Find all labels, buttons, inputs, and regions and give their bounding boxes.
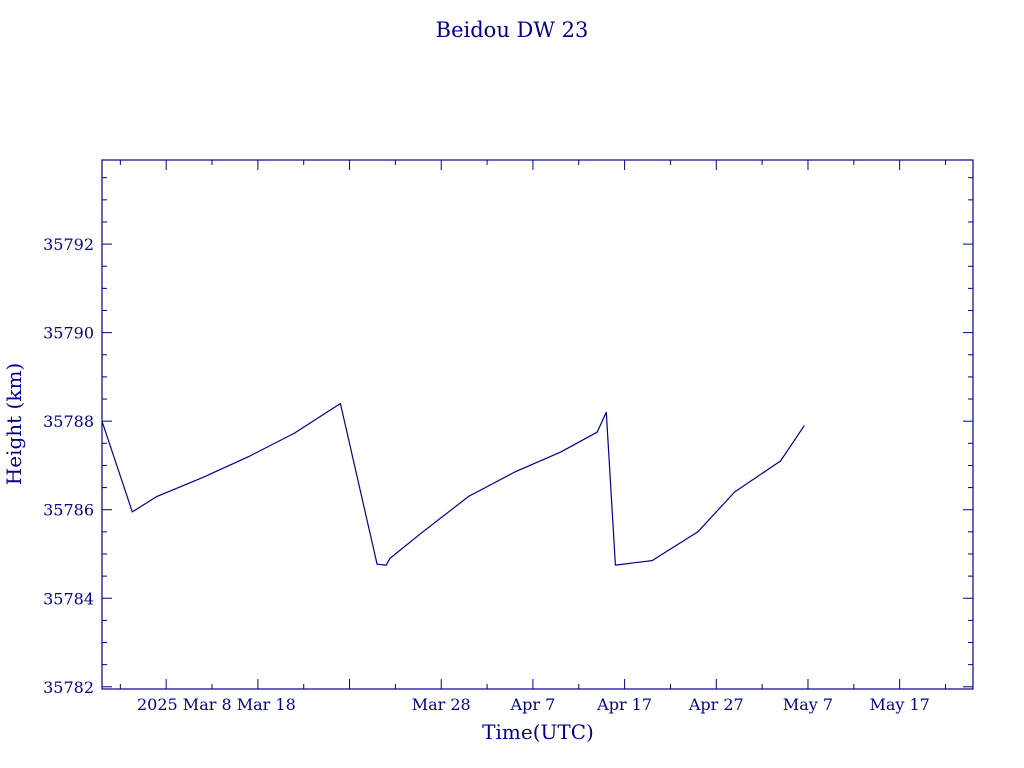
y-tick-label: 35786 [43,501,94,520]
y-tick-label: 35784 [43,589,94,608]
height-series-line [101,402,805,566]
plot-frame [101,159,974,690]
y-tick-label: 35792 [43,235,94,254]
x-tick-label: Apr 17 [596,695,652,714]
y-tick-label: 35782 [43,678,94,697]
x-axis-label: Time(UTC) [482,720,594,744]
axis-ticks: 2025 Mar 8 Mar 18 Mar 28 Apr 7 Apr 17 Apr 27… [43,160,973,714]
x-tick-label: 2025 Mar 8 Mar 18 [137,695,296,714]
y-axis-label: Height (km) [2,363,26,485]
y-tick-label: 35790 [43,324,94,343]
x-tick-label: May 17 [869,695,929,714]
x-tick-label: Mar 28 [412,695,471,714]
chart-title: Beidou DW 23 [436,18,589,42]
x-tick-label: Apr 27 [688,695,744,714]
x-tick-label: May 7 [783,695,833,714]
x-tick-label: Apr 7 [510,695,556,714]
series-layer [101,402,805,566]
y-tick-label: 35788 [43,412,94,431]
